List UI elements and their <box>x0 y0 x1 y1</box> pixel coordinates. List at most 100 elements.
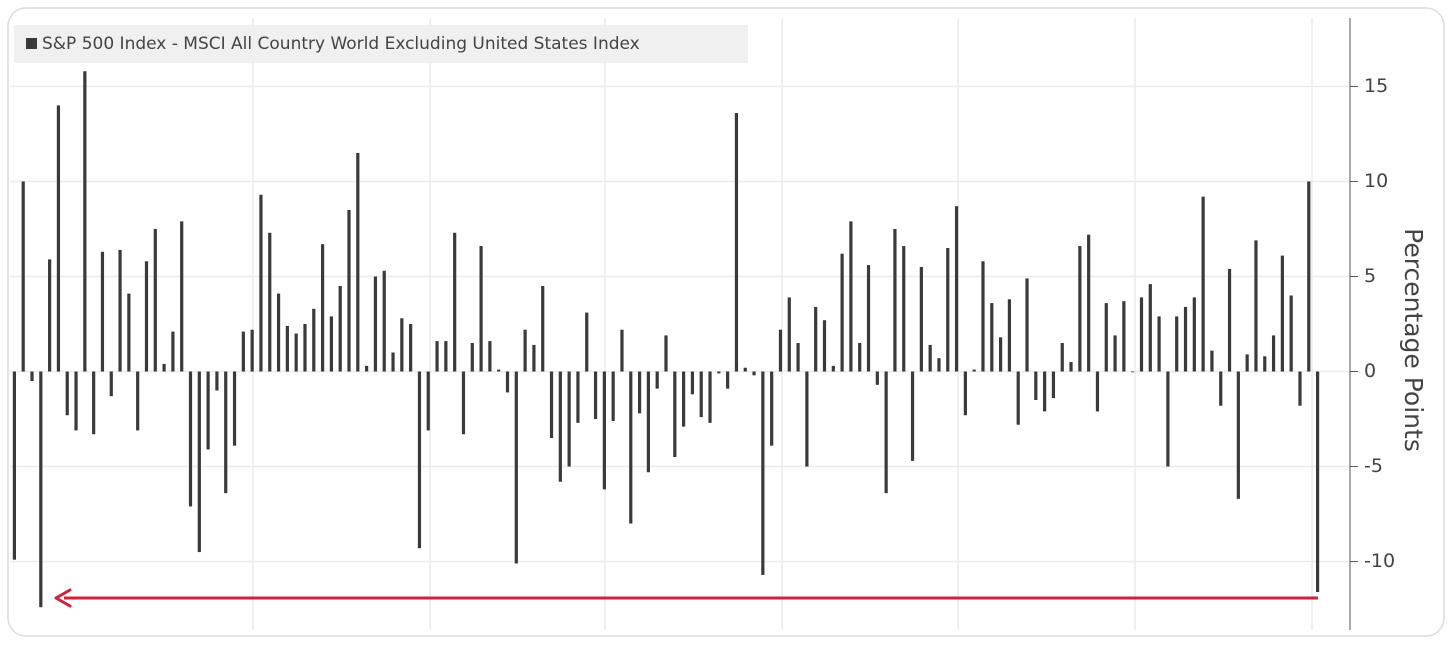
bar <box>1043 371 1047 412</box>
bar <box>1139 297 1144 372</box>
bar <box>74 371 78 431</box>
bar <box>488 341 492 372</box>
bar <box>21 181 25 372</box>
bar <box>56 105 61 372</box>
bar <box>1192 297 1196 372</box>
bar <box>1078 246 1082 372</box>
bar <box>532 344 536 372</box>
bar <box>514 371 518 564</box>
bar <box>338 285 342 372</box>
bar <box>1104 303 1108 372</box>
bar <box>294 333 298 372</box>
bar <box>796 343 800 372</box>
bar <box>972 369 976 372</box>
bar <box>365 365 369 372</box>
bar <box>1087 234 1091 372</box>
bar <box>593 371 598 420</box>
bar <box>990 303 994 372</box>
bar <box>268 232 272 372</box>
bar <box>1254 240 1258 372</box>
bar <box>637 371 642 414</box>
bar <box>1016 371 1020 425</box>
bar <box>497 369 501 372</box>
bar <box>1007 299 1012 372</box>
bar <box>285 325 289 372</box>
bar <box>910 371 915 461</box>
bar <box>39 371 43 608</box>
bar <box>866 265 871 372</box>
y-ticks: -10 -5 0 5 10 15 <box>1350 75 1395 572</box>
bar <box>814 306 818 372</box>
bar <box>83 71 87 372</box>
legend-box <box>14 25 748 63</box>
bar <box>461 371 466 435</box>
bar <box>241 331 245 372</box>
bar <box>1157 316 1161 372</box>
bar <box>1263 356 1267 372</box>
bar <box>391 352 395 372</box>
bar <box>629 371 633 524</box>
bar <box>602 371 606 490</box>
bar <box>726 371 730 389</box>
legend-swatch <box>26 38 37 49</box>
bar <box>831 365 835 372</box>
y-tick-label: 0 <box>1364 360 1376 382</box>
bar <box>373 276 378 372</box>
bar <box>409 324 413 372</box>
bar <box>312 308 316 372</box>
bar <box>981 261 985 372</box>
bar <box>303 324 307 372</box>
bars <box>12 71 1320 608</box>
bar <box>444 341 448 372</box>
bar <box>127 293 131 372</box>
bar <box>1289 295 1293 372</box>
bar <box>144 261 149 372</box>
bar <box>690 371 695 395</box>
bar <box>1219 371 1223 406</box>
bar <box>849 221 853 372</box>
bar <box>329 316 333 372</box>
bar <box>162 363 166 372</box>
bar <box>382 270 386 372</box>
bar <box>963 371 967 416</box>
bar <box>858 343 862 372</box>
bar <box>470 343 474 372</box>
bar <box>1060 343 1064 372</box>
bar <box>717 371 721 374</box>
bar <box>453 232 457 372</box>
bar <box>946 247 950 372</box>
bar <box>1183 306 1188 372</box>
bar <box>822 320 827 372</box>
bar <box>171 331 175 372</box>
bar <box>928 344 932 372</box>
bar <box>417 371 422 549</box>
bar <box>549 371 554 439</box>
time-grid <box>252 18 1313 630</box>
bar <box>12 371 17 560</box>
bar <box>232 371 237 446</box>
bar <box>224 371 228 494</box>
card <box>7 7 1445 637</box>
bar <box>611 371 615 421</box>
bar <box>320 244 325 372</box>
bar <box>840 253 844 372</box>
bar <box>347 209 351 372</box>
bar <box>770 371 774 446</box>
bar <box>1069 362 1073 372</box>
bar <box>778 329 783 372</box>
bar <box>356 152 360 372</box>
bar <box>541 285 545 372</box>
bar <box>682 371 686 427</box>
bar <box>752 371 756 376</box>
bar <box>1034 371 1038 401</box>
bar <box>505 371 510 393</box>
bar <box>699 371 703 418</box>
bar <box>109 371 113 397</box>
bar <box>567 371 571 467</box>
y-tick-label: 10 <box>1364 170 1388 192</box>
grid <box>10 85 1350 563</box>
bar <box>523 329 527 372</box>
annotation-arrow <box>54 588 1318 608</box>
